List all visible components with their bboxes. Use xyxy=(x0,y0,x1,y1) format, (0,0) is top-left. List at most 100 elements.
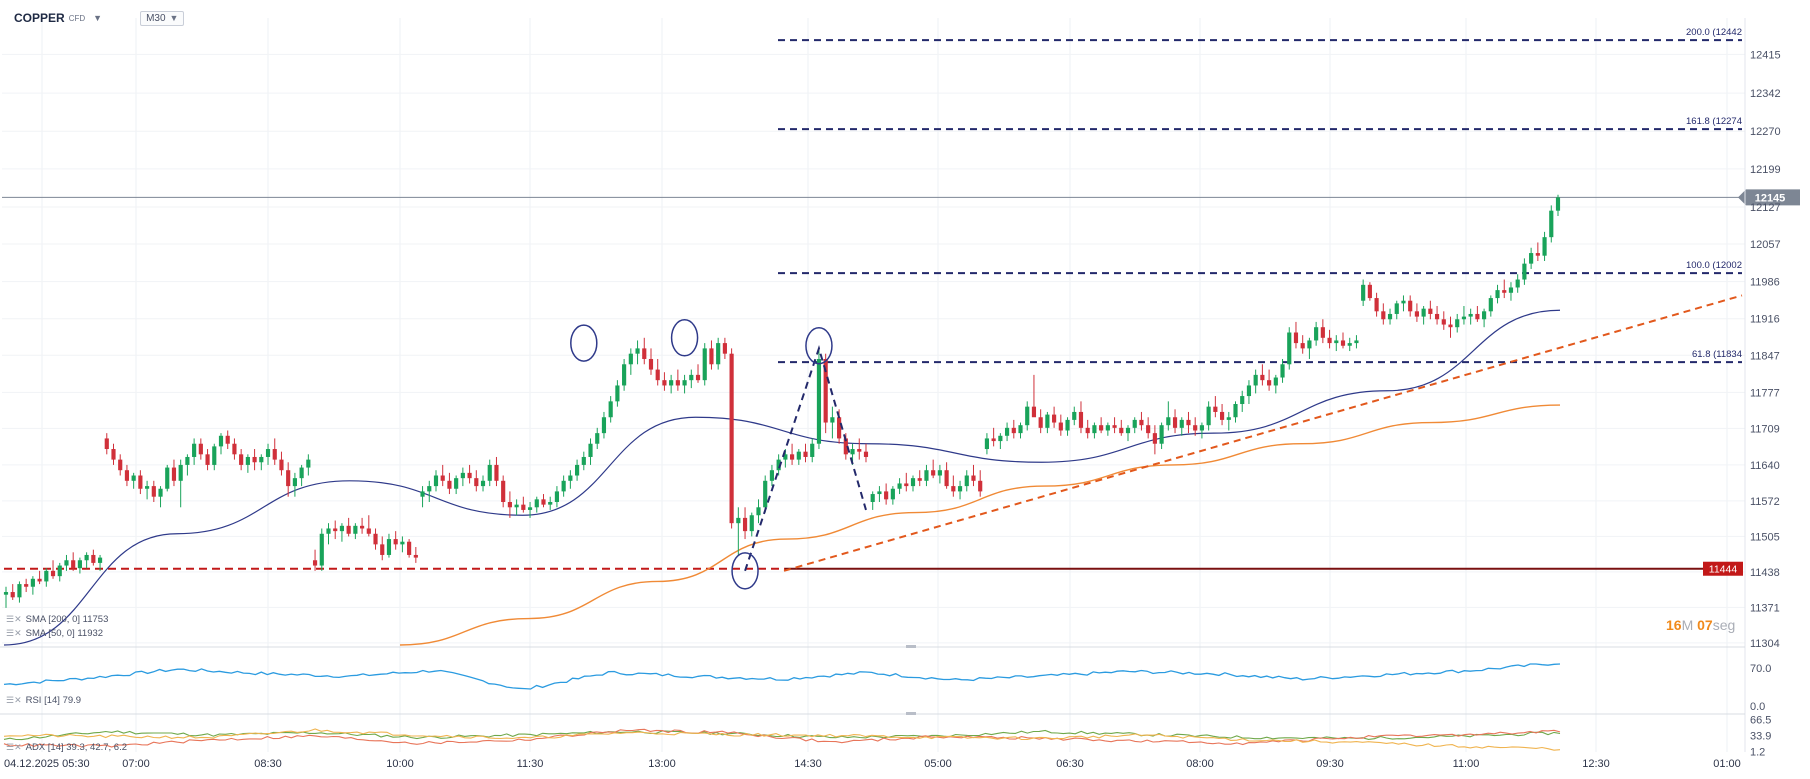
timeframe-selector[interactable]: M30 ▼ xyxy=(140,10,185,26)
candle-body xyxy=(588,443,593,457)
candle-body xyxy=(984,438,990,450)
candle-body xyxy=(1152,433,1157,444)
candle-body xyxy=(460,472,465,479)
current-price-tag xyxy=(1738,189,1800,206)
candle-body xyxy=(1119,427,1124,434)
adx-legend-text: ADX [14] 39.3, 42.7, 6.2 xyxy=(25,742,128,753)
candle-body xyxy=(1455,319,1460,328)
candle-body xyxy=(1058,422,1063,431)
price-tick-label: 12342 xyxy=(1750,88,1781,100)
candle-body xyxy=(796,451,801,460)
symbol-dropdown-icon[interactable]: ▼ xyxy=(93,13,103,23)
candle-body xyxy=(541,499,546,505)
time-tick-label: 04.12.2025 05:30 xyxy=(4,758,90,770)
candle-body xyxy=(1307,340,1312,349)
candle-body xyxy=(1361,284,1366,301)
rsi-panel[interactable]: 70.0 0.0 xyxy=(3,663,1771,713)
candle-body xyxy=(1448,324,1453,328)
candle-body xyxy=(111,449,116,460)
candle-body xyxy=(252,456,257,463)
price-tick-label: 12127 xyxy=(1750,202,1781,214)
candle-body xyxy=(783,454,788,460)
candle-body xyxy=(413,554,418,558)
candle-body xyxy=(998,435,1003,442)
candle-body xyxy=(1045,414,1050,428)
sma200-legend-text: SMA [200, 0] 11753 xyxy=(25,614,109,625)
candle-body xyxy=(84,554,89,561)
candle-body xyxy=(339,525,345,532)
candle-body xyxy=(1482,311,1487,320)
price-axis[interactable]: 12415 12342 12270 12199 12127 12057 11986 11916… xyxy=(0,18,1781,752)
countdown-minutes: 16 xyxy=(1666,617,1682,633)
candle-body xyxy=(635,348,640,354)
candle-body xyxy=(1085,427,1090,434)
candle-body xyxy=(420,491,425,497)
adx-legend[interactable]: ☰✕ ADX [14] 39.3, 42.7, 6.2 xyxy=(6,742,127,753)
candle-body xyxy=(978,480,983,492)
candle-body xyxy=(1112,425,1117,428)
candle-body xyxy=(299,467,304,479)
candle-body xyxy=(1414,311,1419,317)
settings-icon[interactable]: ☰✕ xyxy=(6,742,22,752)
time-tick-label: 12:30 xyxy=(1582,758,1610,770)
candle-body xyxy=(165,467,170,489)
adx-line xyxy=(3,728,1561,751)
rsi-legend[interactable]: ☰✕ RSI [14] 79.9 xyxy=(6,695,81,706)
candle-body xyxy=(1555,197,1561,211)
candle-body xyxy=(158,488,163,497)
candle-body xyxy=(964,475,969,487)
candle-body xyxy=(380,544,385,555)
candle-body xyxy=(1549,210,1554,238)
price-tick-label: 11572 xyxy=(1750,496,1780,508)
candle-countdown: 16M 07seg xyxy=(1666,617,1735,633)
candle-body xyxy=(1172,417,1178,428)
time-tick-label: 13:00 xyxy=(648,758,676,770)
chart-header: COPPER CFD ▼ M30 ▼ xyxy=(14,9,185,27)
candle-body xyxy=(171,467,177,481)
candle-body xyxy=(648,358,654,370)
candle-body xyxy=(1327,337,1332,344)
candle-body xyxy=(1065,419,1070,431)
candle-body xyxy=(917,478,922,481)
panel-resize-handle xyxy=(906,645,916,648)
candle-body xyxy=(1340,340,1346,346)
time-tick-label: 11:30 xyxy=(517,758,544,770)
candle-body xyxy=(1179,419,1184,428)
candle-body xyxy=(568,475,573,481)
candle-body xyxy=(346,525,351,534)
settings-icon[interactable]: ☰✕ xyxy=(6,695,22,705)
countdown-seconds-unit: seg xyxy=(1712,617,1736,633)
candle-body xyxy=(30,578,35,587)
candle-body xyxy=(1374,298,1379,312)
candle-body xyxy=(1502,290,1507,293)
candle-body xyxy=(1475,313,1480,320)
candle-body xyxy=(3,592,9,595)
settings-icon[interactable]: ☰✕ xyxy=(6,614,22,624)
symbol-name[interactable]: COPPER xyxy=(14,11,65,25)
sma50-legend[interactable]: ☰✕ SMA [50, 0] 11932 xyxy=(6,628,103,639)
candle-body xyxy=(494,464,499,481)
candle-body xyxy=(1508,287,1514,293)
adx-tick-label: 33.9 xyxy=(1750,731,1771,743)
candle-body xyxy=(823,358,828,423)
candle-body xyxy=(622,364,627,386)
candle-body xyxy=(554,491,560,502)
candle-body xyxy=(810,443,815,457)
candle-body xyxy=(816,358,822,444)
candle-body xyxy=(608,401,613,418)
candle-body xyxy=(1522,263,1527,280)
pattern-circle xyxy=(670,319,699,357)
adx-panel[interactable]: 66.5 33.9 1.2 xyxy=(3,715,1771,759)
candle-body xyxy=(480,480,486,487)
candle-body xyxy=(1347,343,1352,346)
support-line: 11444 12145 xyxy=(2,189,1800,576)
time-axis[interactable]: 04.12.2025 05:30 07:00 08:30 10:00 11:30 13:0… xyxy=(4,758,1741,770)
sma200-legend[interactable]: ☰✕ SMA [200, 0] 11753 xyxy=(6,614,108,625)
candle-body xyxy=(1488,298,1493,312)
candlesticks[interactable] xyxy=(3,194,1561,608)
adx-tick-label: 1.2 xyxy=(1750,746,1765,758)
settings-icon[interactable]: ☰✕ xyxy=(6,628,22,638)
candle-body xyxy=(286,470,291,487)
candle-body xyxy=(232,443,237,455)
